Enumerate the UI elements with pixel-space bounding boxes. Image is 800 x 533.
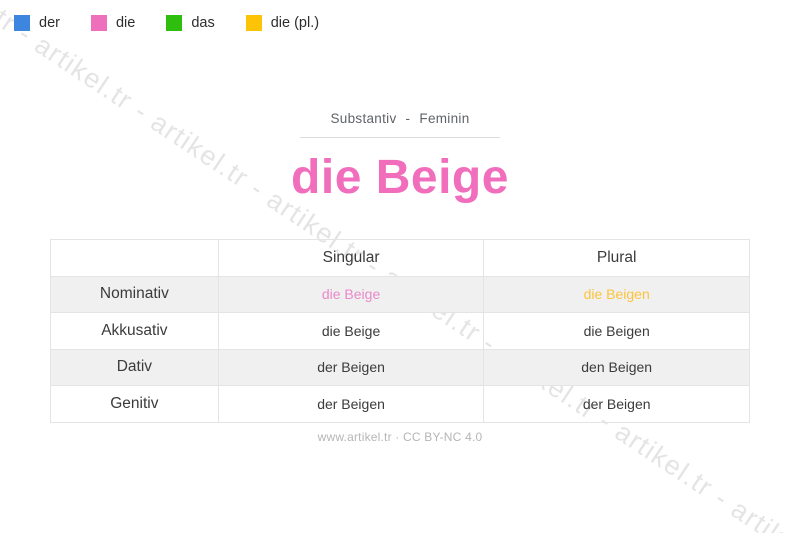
legend-item-die: die <box>90 15 136 31</box>
legend-item-der: der <box>14 15 60 31</box>
empty-header-cell <box>50 239 219 277</box>
legend-label-das: das <box>191 15 215 31</box>
table-row-akkusativ: Akkusativ die Beige die Beigen <box>50 312 750 350</box>
dativ-singular-value: der Beigen <box>217 348 485 386</box>
table-header-row: Singular Plural <box>50 239 750 277</box>
nominativ-singular-value: die Beige <box>217 275 485 313</box>
footer-credit: www.artikel.tr · CC BY-NC 4.0 <box>317 430 483 444</box>
legend-item-die-plural: die (pl.) <box>245 15 320 31</box>
das-color-swatch <box>166 15 183 31</box>
legend-label-die-plural: die (pl.) <box>270 15 320 31</box>
genitiv-plural-value: der Beigen <box>483 385 750 423</box>
table-row-genitiv: Genitiv der Beigen der Beigen <box>50 385 750 423</box>
genitiv-singular-value: der Beigen <box>217 385 485 423</box>
legend-label-der: der <box>39 15 60 31</box>
plural-column-header: Plural <box>483 239 750 277</box>
table-row-nominativ: Nominativ die Beige die Beigen <box>50 275 750 313</box>
declension-table: Singular Plural Nominativ die Beige die … <box>50 239 750 423</box>
die-plural-color-swatch <box>245 15 262 31</box>
case-label-genitiv: Genitiv <box>50 385 219 423</box>
page-title: die Beige <box>291 151 509 204</box>
subtitle-divider <box>300 137 500 138</box>
case-label-dativ: Dativ <box>50 348 219 386</box>
word-type-subtitle: Substantiv - Feminin <box>330 111 470 126</box>
dativ-plural-value: den Beigen <box>483 348 750 386</box>
akkusativ-singular-value: die Beige <box>217 312 485 350</box>
article-legend: der die das die (pl.) <box>14 15 319 31</box>
akkusativ-plural-value: die Beigen <box>483 312 750 350</box>
der-color-swatch <box>14 15 30 31</box>
legend-item-das: das <box>166 15 215 31</box>
nominativ-plural-value: die Beigen <box>483 275 750 313</box>
legend-label-die: die <box>115 15 136 31</box>
case-label-akkusativ: Akkusativ <box>50 312 219 350</box>
table-row-dativ: Dativ der Beigen den Beigen <box>50 348 750 386</box>
die-color-swatch <box>90 15 107 31</box>
case-label-nominativ: Nominativ <box>50 275 219 313</box>
singular-column-header: Singular <box>217 239 485 277</box>
